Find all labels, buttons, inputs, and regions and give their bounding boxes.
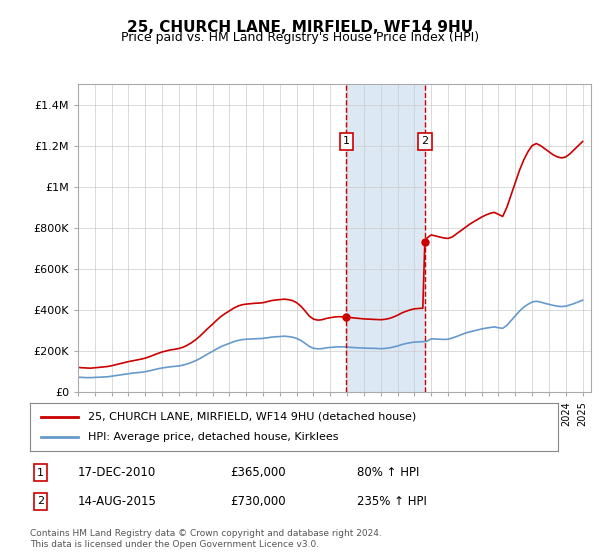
Text: 14-AUG-2015: 14-AUG-2015 bbox=[77, 495, 157, 508]
Text: Contains HM Land Registry data © Crown copyright and database right 2024.
This d: Contains HM Land Registry data © Crown c… bbox=[30, 529, 382, 549]
Text: 2: 2 bbox=[421, 137, 428, 147]
Text: £365,000: £365,000 bbox=[230, 466, 286, 479]
Text: 80% ↑ HPI: 80% ↑ HPI bbox=[358, 466, 420, 479]
Text: HPI: Average price, detached house, Kirklees: HPI: Average price, detached house, Kirk… bbox=[88, 432, 338, 442]
Text: £730,000: £730,000 bbox=[230, 495, 286, 508]
Text: 17-DEC-2010: 17-DEC-2010 bbox=[77, 466, 156, 479]
Text: 1: 1 bbox=[37, 468, 44, 478]
Text: Price paid vs. HM Land Registry's House Price Index (HPI): Price paid vs. HM Land Registry's House … bbox=[121, 31, 479, 44]
Text: 2: 2 bbox=[37, 497, 44, 506]
Text: 25, CHURCH LANE, MIRFIELD, WF14 9HU: 25, CHURCH LANE, MIRFIELD, WF14 9HU bbox=[127, 20, 473, 35]
Text: 25, CHURCH LANE, MIRFIELD, WF14 9HU (detached house): 25, CHURCH LANE, MIRFIELD, WF14 9HU (det… bbox=[88, 412, 416, 422]
Bar bbox=[346, 84, 425, 392]
Text: 235% ↑ HPI: 235% ↑ HPI bbox=[358, 495, 427, 508]
Text: 1: 1 bbox=[343, 137, 350, 147]
